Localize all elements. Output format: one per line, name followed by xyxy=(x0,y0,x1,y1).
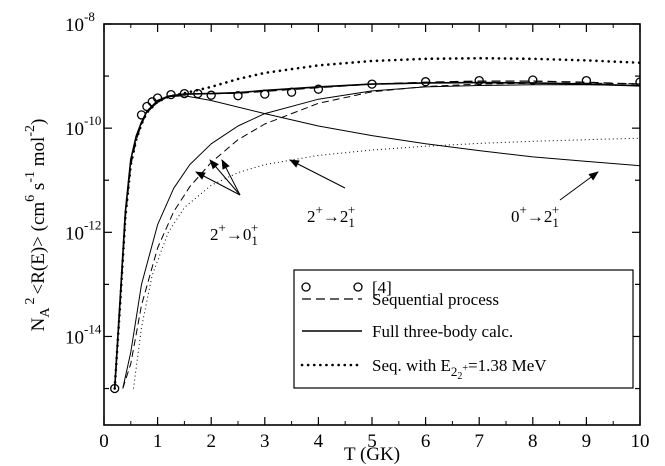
arrow-a1-to-solid xyxy=(209,159,241,196)
data-point xyxy=(206,90,216,100)
a1-base: 2 xyxy=(210,225,219,244)
a2-arrow: → xyxy=(323,207,340,226)
data-point xyxy=(420,77,431,87)
legend-seq138-suffix: =1.38 MeV xyxy=(468,356,547,375)
ticks-layer xyxy=(103,23,641,425)
y-tick-label: 10-10 xyxy=(65,113,101,140)
legend-label-data: [4] xyxy=(372,278,392,297)
data-point xyxy=(179,88,190,99)
data-point xyxy=(528,75,538,85)
data-point xyxy=(110,383,120,394)
a3-sup2: + xyxy=(552,202,559,217)
x-tick-label: 4 xyxy=(314,431,324,452)
series-line-6 xyxy=(122,82,640,389)
x-tick-label: 2 xyxy=(206,431,216,452)
y-tick-label: 10-14 xyxy=(65,321,102,348)
legend-marker-circle-left xyxy=(301,282,311,292)
arrow-a2 xyxy=(289,159,346,189)
x-tick-label: 3 xyxy=(260,431,270,452)
series-line-4 xyxy=(114,95,640,389)
data-point xyxy=(136,110,147,120)
legend-label-full: Full three-body calc. xyxy=(372,322,513,341)
arrow-a3 xyxy=(559,171,599,201)
series-line-1 xyxy=(114,80,640,389)
a2-mid: 2 xyxy=(340,207,349,226)
x-tick-label: 0 xyxy=(99,431,109,452)
legend-label-seq138: Seq. with E22+=1.38 MeV xyxy=(372,356,547,382)
y-title-s: s xyxy=(28,183,49,195)
data-point xyxy=(142,101,152,112)
a3-arrow: → xyxy=(527,207,544,226)
x-tick-label: 7 xyxy=(474,431,484,452)
a2-base: 2 xyxy=(307,207,316,226)
x-tick-label: 5 xyxy=(367,431,377,452)
legend-seq138-subsub: 2 xyxy=(457,371,462,382)
legend-seq138-prefix: Seq. with E xyxy=(372,356,451,375)
y-tick-labels: 10-8 10-10 10-12 10-14 xyxy=(65,9,102,348)
x-axis-title: T (GK) xyxy=(344,444,400,465)
a3-mid: 2 xyxy=(544,207,553,226)
x-tick-label: 6 xyxy=(421,431,431,452)
series-line-5 xyxy=(122,84,640,389)
y-title-a: A xyxy=(38,307,53,318)
y-title-mol: mol xyxy=(28,137,49,171)
data-point xyxy=(260,89,270,99)
legend: [4] Sequential process Full three-body c… xyxy=(293,269,634,389)
data-points-layer xyxy=(110,75,640,394)
a1-sub: 1 xyxy=(251,233,258,248)
data-point xyxy=(313,84,324,94)
data-point xyxy=(193,88,203,99)
legend-seq138-sub: 2 xyxy=(451,364,458,379)
a2-sup1: + xyxy=(316,202,323,217)
x-tick-label: 9 xyxy=(582,431,592,452)
a1-mid: 0 xyxy=(243,225,252,244)
legend-label-sequential: Sequential process xyxy=(372,290,499,309)
y-title-m1: -1 xyxy=(23,171,38,183)
arrow-a1-to-upper xyxy=(195,171,241,196)
y-title-sq: 2 xyxy=(23,297,38,304)
data-point xyxy=(635,77,640,87)
x-tick-label: 10 xyxy=(631,431,650,452)
a1-sup2: + xyxy=(251,220,258,235)
y-title-six: 6 xyxy=(23,195,38,202)
a2-sup2: + xyxy=(348,202,355,217)
legend-marker-circle-right xyxy=(353,282,363,292)
legend-seq138-subsup: + xyxy=(462,363,468,374)
a3-base: 0 xyxy=(511,207,520,226)
y-axis-title: NA2 <R(E)> (cm6 s-1 mol-2) xyxy=(23,119,53,332)
data-point xyxy=(286,87,297,97)
x-tick-labels: 0 1 2 3 4 5 6 7 8 9 10 xyxy=(99,431,649,452)
data-point xyxy=(166,89,176,100)
data-point xyxy=(474,75,484,86)
annotations: 2+→01+ 2+→21+ 0+→21+ xyxy=(195,159,599,248)
annotation-2plus-to-2-1plus: 2+→21+ xyxy=(307,202,355,230)
annotation-2plus-to-0-1plus: 2+→01+ xyxy=(210,220,258,248)
y-title-rate: <R(E)> (cm xyxy=(28,202,49,295)
data-point xyxy=(367,79,377,89)
x-tick-label: 8 xyxy=(528,431,538,452)
a1-arrow: → xyxy=(226,225,243,244)
x-tick-label: 1 xyxy=(153,431,163,452)
annotation-0plus-to-2-1plus: 0+→21+ xyxy=(511,202,559,230)
y-tick-label: 10-8 xyxy=(65,9,95,36)
data-point xyxy=(581,75,592,86)
y-title-n: N xyxy=(28,317,49,331)
y-title-close: ) xyxy=(28,119,49,125)
data-point xyxy=(233,91,243,101)
arrow-a1-to-dashed xyxy=(221,159,241,196)
legend-box xyxy=(293,269,634,389)
y-tick-label: 10-12 xyxy=(65,217,101,244)
a3-sub: 1 xyxy=(552,215,559,230)
data-point xyxy=(152,93,163,103)
y-title-m2: -2 xyxy=(23,125,38,137)
a1-sup1: + xyxy=(219,220,226,235)
a3-sup1: + xyxy=(520,202,527,217)
a2-sub: 1 xyxy=(348,215,355,230)
